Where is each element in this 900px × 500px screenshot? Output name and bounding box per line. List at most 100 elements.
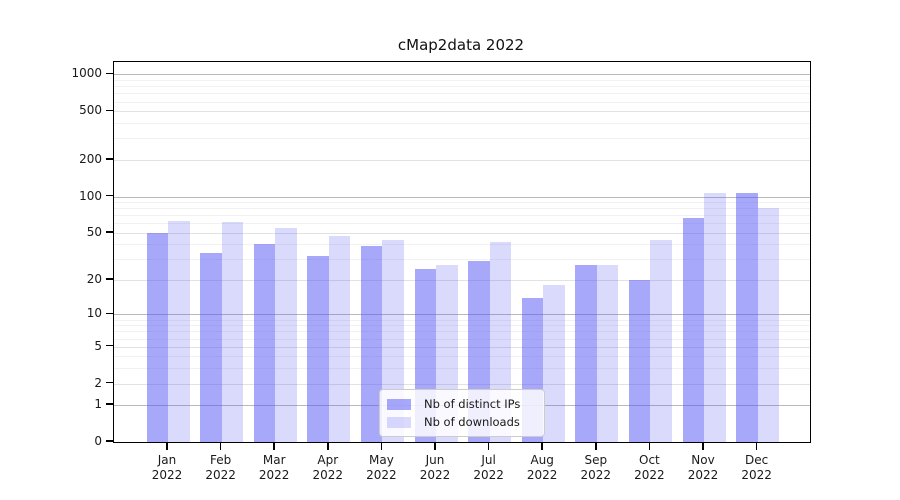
gridline-minor xyxy=(114,215,810,217)
gridline-minor xyxy=(114,80,810,81)
bar-dec-distinct-ips xyxy=(736,193,758,442)
bar-oct-distinct-ips xyxy=(628,280,651,442)
plot-canvas xyxy=(114,62,810,442)
bar-jan-downloads xyxy=(168,220,190,442)
gridline-minor xyxy=(114,331,810,333)
x-tick-mark xyxy=(380,443,383,450)
x-tick-mark xyxy=(541,443,543,450)
gridline-minor xyxy=(114,338,810,340)
y-tick-label: 5 xyxy=(94,338,102,353)
legend-item-distinct-ips: Nb of distinct IPs xyxy=(387,396,535,412)
y-tick-label: 50 xyxy=(86,224,102,239)
y-tick-label: 1000 xyxy=(71,66,102,81)
legend-label-downloads: Nb of downloads xyxy=(424,415,520,429)
gridline-minor xyxy=(114,319,810,321)
x-tick-mark xyxy=(166,443,168,450)
x-tick-label-oct: Oct 2022 xyxy=(634,453,665,482)
y-tick-label: 2 xyxy=(94,375,102,390)
y-tick-mark xyxy=(106,440,113,442)
y-tick-label: 1 xyxy=(94,397,102,412)
x-tick-mark xyxy=(327,443,329,450)
bar-mar-distinct-ips xyxy=(253,244,276,442)
bar-jan-distinct-ips xyxy=(146,232,168,442)
gridline-major xyxy=(114,232,810,234)
gridline-major xyxy=(114,111,810,113)
y-tick-label: 10 xyxy=(86,306,102,321)
legend-swatch-downloads-icon xyxy=(387,416,411,428)
x-tick-label-mar: Mar 2022 xyxy=(258,453,290,482)
gridline-minor xyxy=(114,86,810,88)
gridline-minor xyxy=(114,93,810,95)
y-tick-label: 200 xyxy=(79,151,102,166)
x-tick-mark xyxy=(434,443,436,450)
bar-mar-downloads xyxy=(275,227,297,442)
chart-title: cMap2data 2022 xyxy=(397,36,525,54)
bar-dec-downloads xyxy=(757,207,780,442)
legend-swatch-distinct-ips-icon xyxy=(387,398,411,410)
gridline-minor xyxy=(114,123,810,125)
plot-area: Nb of distinct IPs Nb of downloads xyxy=(113,61,811,443)
gridline-major xyxy=(114,280,810,281)
bar-feb-distinct-ips xyxy=(200,252,222,442)
y-tick-mark xyxy=(106,231,113,233)
bar-nov-downloads xyxy=(704,193,726,442)
gridline-minor xyxy=(114,356,810,358)
x-tick-label-may: May 2022 xyxy=(366,453,397,482)
gridline-minor xyxy=(114,208,810,210)
y-tick-label: 500 xyxy=(79,103,102,118)
gridline-minor xyxy=(114,259,810,261)
y-tick-mark xyxy=(106,344,113,347)
legend-label-distinct-ips: Nb of distinct IPs xyxy=(424,397,521,411)
y-tick-label: 0 xyxy=(94,434,102,448)
y-tick-mark xyxy=(106,312,113,315)
bar-apr-distinct-ips xyxy=(307,256,329,442)
x-tick-mark xyxy=(487,443,490,450)
y-tick-mark xyxy=(106,278,113,280)
x-tick-mark xyxy=(219,443,222,450)
gridline-minor xyxy=(114,223,810,225)
y-tick-mark xyxy=(106,403,113,405)
x-tick-label-sep: Sep 2022 xyxy=(580,453,612,482)
y-tick-label: 20 xyxy=(86,272,102,286)
x-tick-label-nov: Nov 2022 xyxy=(687,453,719,482)
y-tick-mark xyxy=(106,194,113,197)
x-tick-label-apr: Apr 2022 xyxy=(312,453,344,482)
legend-item-downloads: Nb of downloads xyxy=(387,414,535,430)
bar-may-distinct-ips xyxy=(360,245,383,442)
gridline-major xyxy=(114,314,810,316)
gridline-major xyxy=(114,74,810,76)
bar-sep-distinct-ips xyxy=(575,264,597,442)
x-tick-label-aug: Aug 2022 xyxy=(526,453,558,482)
x-tick-label-jan: Jan 2022 xyxy=(151,453,183,482)
bar-nov-distinct-ips xyxy=(682,217,704,442)
legend: Nb of distinct IPs Nb of downloads xyxy=(379,389,545,437)
y-tick-label: 100 xyxy=(79,188,102,203)
bar-aug-downloads xyxy=(543,285,565,442)
gridline-minor xyxy=(114,368,810,370)
gridline-minor xyxy=(114,325,810,327)
gridline-major xyxy=(114,383,810,385)
bar-oct-downloads xyxy=(650,239,672,442)
y-tick-mark xyxy=(106,158,113,160)
x-tick-mark xyxy=(648,443,651,450)
gridline-major xyxy=(114,159,810,161)
gridline-major xyxy=(114,346,810,348)
x-tick-label-dec: Dec 2022 xyxy=(741,453,772,482)
y-tick-mark xyxy=(106,109,113,112)
gridline-minor xyxy=(114,244,810,246)
x-tick-label-jul: Jul 2022 xyxy=(473,453,504,482)
x-tick-mark xyxy=(273,443,275,450)
gridline-minor xyxy=(114,138,810,140)
gridline-minor xyxy=(114,202,810,203)
x-tick-mark xyxy=(755,443,758,450)
bar-apr-downloads xyxy=(328,236,351,442)
x-tick-mark xyxy=(702,443,704,450)
y-tick-mark xyxy=(106,381,113,384)
y-tick-mark xyxy=(106,72,113,75)
bar-feb-downloads xyxy=(221,222,244,442)
bar-sep-downloads xyxy=(596,264,619,442)
gridline-major xyxy=(114,196,810,198)
x-tick-mark xyxy=(595,443,597,450)
gridline-minor xyxy=(114,101,810,103)
